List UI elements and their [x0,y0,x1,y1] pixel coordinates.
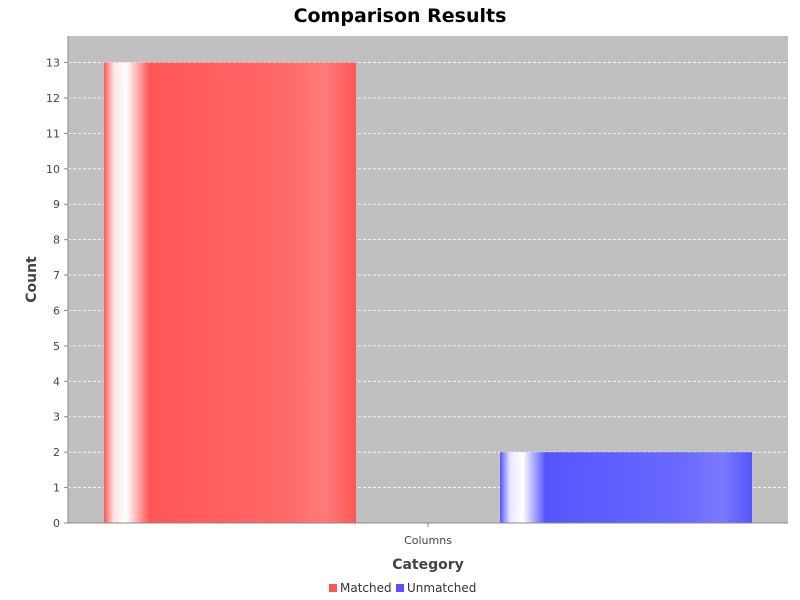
legend-label: Matched [340,581,392,595]
bars [104,62,752,524]
x-axis-label: Category [392,557,464,573]
y-tick-label: 9 [53,198,60,211]
y-tick-label: 5 [53,340,60,353]
y-tick-label: 0 [53,517,60,530]
x-tick-label: Columns [404,534,452,547]
y-tick-label: 6 [53,304,60,317]
y-tick-label: 7 [53,269,60,282]
chart-title: Comparison Results [294,5,507,27]
legend: Matched Unmatched [329,581,476,595]
legend-item-unmatched: Unmatched [396,581,476,595]
y-tick-label: 3 [53,411,60,424]
y-tick-label: 10 [46,163,60,176]
y-tick-label: 4 [53,375,60,388]
y-tick-label: 1 [53,482,60,495]
y-tick-label: 11 [46,127,60,140]
legend-item-matched: Matched [329,581,392,595]
legend-swatch [329,584,337,592]
y-axis-label: Count [24,256,40,303]
legend-swatch [396,584,404,592]
legend-label: Unmatched [407,581,476,595]
y-tick-label: 2 [53,446,60,459]
y-tick-label: 12 [46,92,60,105]
y-tick-label: 8 [53,234,60,247]
y-tick-label: 13 [46,57,60,70]
bar-unmatched [500,452,752,523]
bar-matched [104,62,356,524]
x-axis-ticks: Columns [404,523,452,547]
